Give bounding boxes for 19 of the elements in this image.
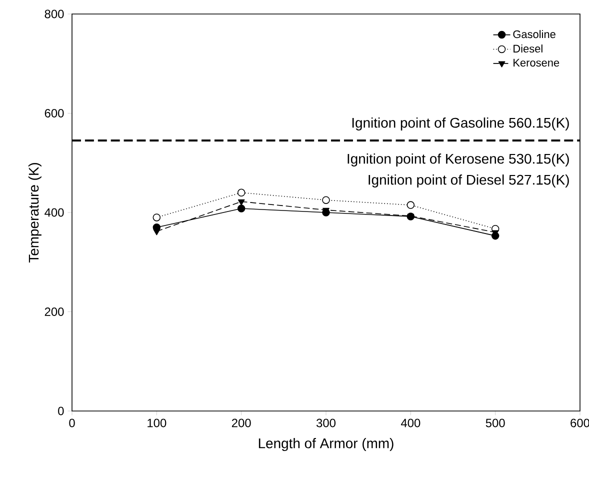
- annotation: Ignition point of Gasoline 560.15(K): [352, 117, 569, 130]
- y-axis-title: Temperature (K): [28, 162, 42, 263]
- legend-label: Kerosene: [514, 58, 560, 67]
- x-tick-label: 0: [69, 418, 75, 428]
- x-tick-label: 100: [148, 418, 166, 428]
- y-tick-label: 600: [44, 109, 64, 118]
- x-axis-title: Length of Armor (mm): [258, 438, 394, 452]
- legend-label: Gasoline: [513, 30, 556, 38]
- annotation: Ignition point of Kerosene 530.15(K): [348, 153, 569, 166]
- legend-label: Diesel: [514, 44, 542, 53]
- x-tick-label: 200: [232, 418, 251, 428]
- y-tick-label: 200: [44, 308, 64, 316]
- annotation: Ignition point of Diesel 527.15(K): [368, 174, 569, 188]
- x-tick-label: 300: [316, 418, 336, 428]
- x-tick-label: 500: [486, 418, 505, 428]
- y-tick-label: 400: [44, 208, 64, 217]
- y-tick-label: 800: [44, 10, 64, 18]
- x-tick-label: 400: [400, 418, 420, 428]
- y-tick-label: 0: [58, 406, 64, 416]
